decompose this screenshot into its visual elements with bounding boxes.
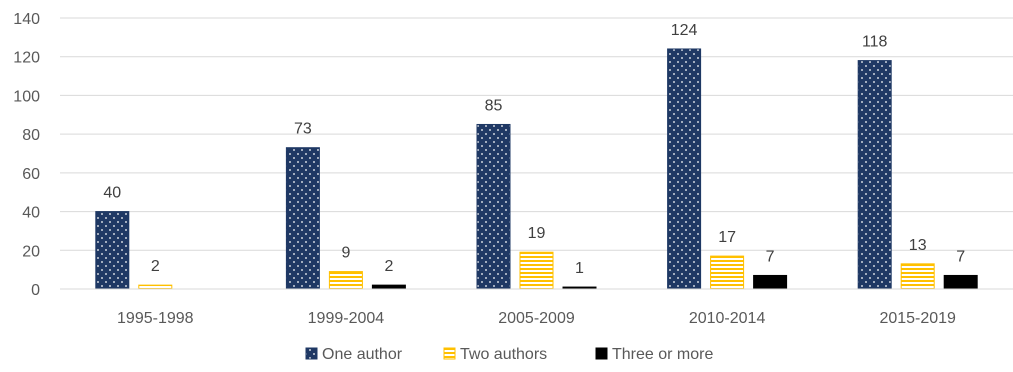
legend-label: Three or more — [612, 346, 713, 363]
data-label: 9 — [341, 245, 350, 262]
bar-two-authors-2010-2014 — [710, 255, 745, 290]
bar-two-authors-1995-1998 — [138, 284, 173, 290]
y-tick-label: 120 — [13, 50, 40, 67]
x-category-label: 1999-2004 — [308, 310, 385, 327]
bar-one-author-2010-2014 — [667, 48, 702, 290]
data-label: 19 — [528, 225, 546, 242]
data-label: 40 — [103, 185, 121, 202]
y-tick-label: 0 — [31, 282, 40, 299]
gridlines — [60, 17, 1013, 251]
bar-one-author-1995-1998 — [95, 211, 130, 290]
legend-swatch — [595, 347, 608, 360]
data-label: 2 — [151, 258, 160, 275]
legend-label: One author — [322, 346, 403, 363]
x-category-label: 2005-2009 — [498, 310, 575, 327]
x-category-label: 2010-2014 — [689, 310, 766, 327]
data-label: 7 — [766, 248, 775, 265]
x-axis-categories: 1995-1998 1999-2004 2005-2009 2010-2014 2015… — [117, 310, 956, 327]
bar-three-or-more-1999-2004 — [371, 284, 406, 290]
data-label: 1 — [575, 260, 584, 277]
x-category-label: 2015-2019 — [879, 310, 956, 327]
x-category-label: 1995-1998 — [117, 310, 194, 327]
data-label: 17 — [718, 229, 736, 246]
y-tick-label: 40 — [22, 205, 40, 222]
y-tick-label: 100 — [13, 88, 40, 105]
bar-three-or-more-2010-2014 — [753, 274, 788, 290]
legend-swatch — [443, 347, 456, 360]
data-label: 13 — [909, 237, 927, 254]
data-label: 118 — [862, 34, 888, 51]
data-label: 85 — [485, 97, 503, 114]
bar-two-authors-1999-2004 — [328, 271, 363, 290]
y-tick-label: 60 — [22, 166, 40, 183]
data-label: 2 — [384, 258, 393, 275]
legend: One author Two authors Three or more — [305, 346, 713, 363]
bar-three-or-more-2015-2019 — [943, 274, 978, 290]
y-tick-label: 20 — [22, 243, 40, 260]
legend-label: Two authors — [460, 346, 547, 363]
data-label: 124 — [671, 22, 698, 39]
bar-two-authors-2005-2009 — [519, 251, 554, 290]
bar-one-author-2005-2009 — [476, 123, 511, 290]
bars — [95, 48, 978, 290]
bar-one-author-1999-2004 — [285, 147, 320, 290]
y-axis-ticks: 0 20 40 60 80 100 120 140 — [13, 11, 40, 299]
bar-one-author-2015-2019 — [857, 60, 892, 290]
data-label: 73 — [294, 121, 312, 138]
bar-two-authors-2015-2019 — [900, 263, 935, 290]
data-label: 7 — [956, 248, 965, 265]
data-labels: 40 2 73 9 2 85 19 1 124 17 7 118 13 7 — [103, 22, 965, 277]
y-tick-label: 140 — [13, 11, 40, 28]
legend-swatch — [305, 347, 318, 360]
y-tick-label: 80 — [22, 127, 40, 144]
